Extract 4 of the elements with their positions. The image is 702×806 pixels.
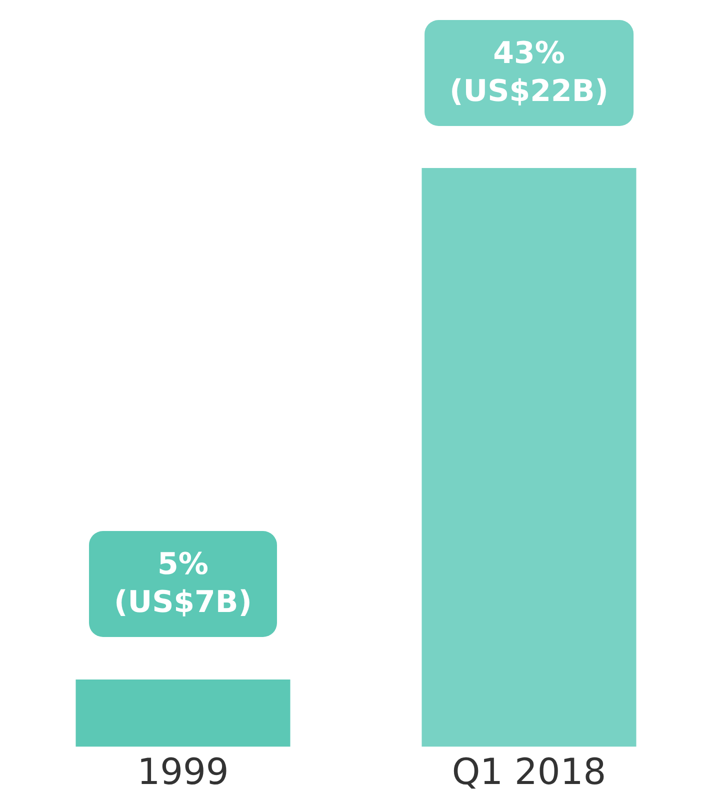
data-label: 5% (US$7B) [88,531,278,638]
data-label: 43% (US$22B) [424,20,634,126]
x-tick-label: Q1 2018 [452,752,606,793]
x-tick-label: 1999 [137,752,229,793]
